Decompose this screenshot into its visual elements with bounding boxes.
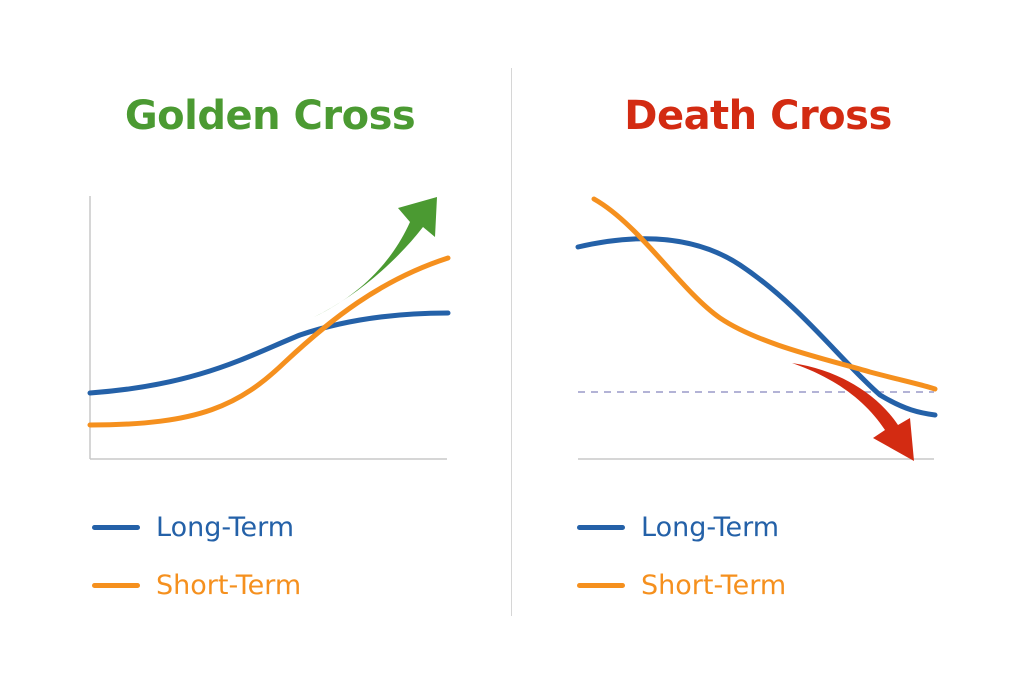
death-cross-title: Death Cross (624, 93, 892, 139)
golden-cross-title: Golden Cross (124, 93, 416, 139)
legend-label-long-term: Long-Term (156, 512, 295, 543)
panel-divider (511, 68, 512, 616)
legend-label-long-term: Long-Term (641, 512, 780, 543)
legend-label-short-term: Short-Term (156, 570, 302, 601)
golden-cross-legend: Long-Term Short-Term (92, 508, 392, 618)
short-term-swatch (577, 583, 625, 588)
up-right-arrow-icon (314, 197, 437, 317)
down-right-arrow-icon (792, 363, 914, 461)
legend-label-short-term: Short-Term (641, 570, 787, 601)
golden-short-term-line (87, 255, 451, 428)
death-long-term-line (575, 236, 938, 418)
death-short-term-line (591, 196, 938, 392)
long-term-swatch (577, 525, 625, 530)
short-term-swatch (92, 583, 140, 588)
death-cross-legend: Long-Term Short-Term (577, 508, 877, 618)
long-term-swatch (92, 525, 140, 530)
golden-long-term-line (87, 310, 451, 396)
golden-cross-chart (87, 196, 451, 460)
